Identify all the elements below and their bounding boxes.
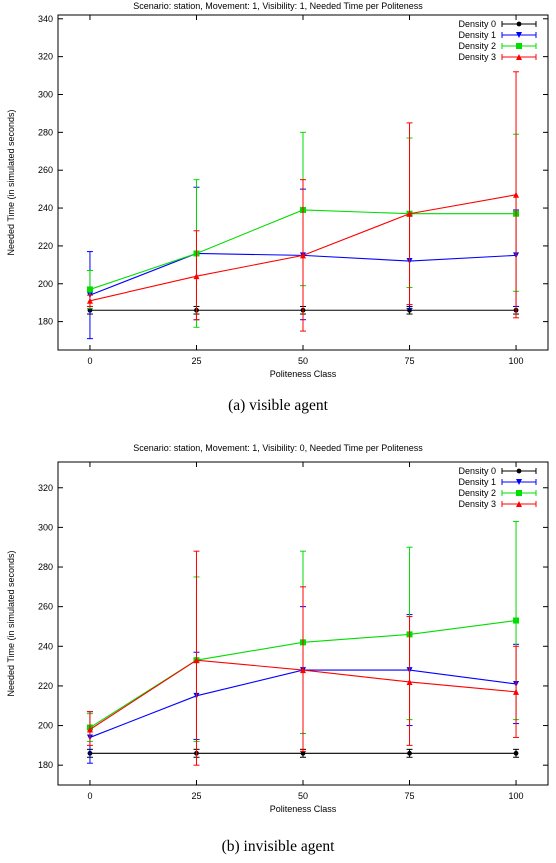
y-tick-label: 280 bbox=[38, 127, 53, 137]
data-point bbox=[513, 191, 520, 198]
y-tick-label: 240 bbox=[38, 641, 53, 651]
y-tick-label: 300 bbox=[38, 89, 53, 99]
legend-marker bbox=[516, 54, 522, 60]
y-axis-label: Needed Time (in simulated seconds) bbox=[6, 550, 16, 696]
x-tick-label: 75 bbox=[405, 356, 415, 366]
x-tick-label: 25 bbox=[191, 356, 201, 366]
data-point bbox=[407, 307, 412, 313]
data-point bbox=[406, 678, 413, 685]
x-tick-label: 25 bbox=[191, 791, 201, 801]
y-tick-label: 340 bbox=[38, 14, 53, 24]
x-axis-label: Politeness Class bbox=[270, 804, 337, 814]
y-tick-label: 200 bbox=[38, 721, 53, 731]
chart-title: Scenario: station, Movement: 1, Visibili… bbox=[133, 1, 423, 11]
x-tick-label: 0 bbox=[87, 356, 92, 366]
legend-label: Density 0 bbox=[458, 466, 496, 476]
data-point bbox=[513, 750, 519, 756]
y-tick-label: 300 bbox=[38, 522, 53, 532]
legend-marker bbox=[516, 501, 522, 507]
legend-label: Density 0 bbox=[458, 19, 496, 29]
data-point bbox=[513, 688, 520, 695]
x-tick-label: 100 bbox=[509, 791, 524, 801]
data-point bbox=[193, 657, 200, 664]
y-axis-label: Needed Time (in simulated seconds) bbox=[6, 109, 16, 255]
data-point bbox=[406, 210, 413, 217]
y-tick-label: 220 bbox=[38, 241, 53, 251]
x-tick-label: 50 bbox=[298, 791, 308, 801]
chart-plot: 180 200 220 240 260 280 300 320 340 0 25 50 75 100 Pol… bbox=[6, 14, 549, 379]
legend-label: Density 2 bbox=[458, 488, 496, 498]
data-point bbox=[513, 617, 520, 624]
y-tick-label: 280 bbox=[38, 562, 53, 572]
chart-panel-visible: Scenario: station, Movement: 1, Visibili… bbox=[6, 1, 549, 414]
data-point bbox=[300, 252, 306, 259]
x-axis-label: Politeness Class bbox=[270, 369, 337, 379]
data-point bbox=[300, 750, 306, 756]
y-tick-label: 320 bbox=[38, 483, 53, 493]
legend-label: Density 1 bbox=[458, 477, 496, 487]
legend-label: Density 2 bbox=[458, 41, 496, 51]
legend-label: Density 1 bbox=[458, 30, 496, 40]
figure-caption: (b) invisible agent bbox=[221, 838, 335, 855]
legend-marker bbox=[516, 479, 522, 485]
chart-plot: 180 200 220 240 260 280 300 320 0 25 50 75 100 Polite… bbox=[6, 461, 549, 814]
y-tick-label: 240 bbox=[38, 203, 53, 213]
data-point bbox=[300, 667, 306, 674]
x-tick-label: 100 bbox=[509, 356, 524, 366]
data-point bbox=[86, 297, 93, 304]
y-tick-label: 180 bbox=[38, 317, 53, 327]
y-tick-label: 200 bbox=[38, 279, 53, 289]
y-tick-label: 180 bbox=[38, 760, 53, 770]
legend-marker bbox=[516, 32, 522, 38]
data-point bbox=[86, 726, 93, 733]
legend-label: Density 3 bbox=[458, 52, 496, 62]
data-point bbox=[407, 750, 412, 756]
data-point bbox=[193, 273, 200, 280]
data-point bbox=[86, 286, 93, 293]
y-tick-label: 320 bbox=[38, 52, 53, 62]
legend-marker bbox=[516, 21, 522, 27]
y-tick-label: 260 bbox=[38, 165, 53, 175]
legend-label: Density 3 bbox=[458, 499, 496, 509]
figure-caption: (a) visible agent bbox=[228, 397, 328, 414]
x-tick-label: 0 bbox=[87, 791, 92, 801]
chart-panel-invisible: Scenario: station, Movement: 1, Visibili… bbox=[0, 432, 556, 863]
x-tick-label: 50 bbox=[298, 356, 308, 366]
x-tick-label: 75 bbox=[405, 791, 415, 801]
legend-marker bbox=[516, 490, 522, 496]
y-tick-label: 260 bbox=[38, 602, 53, 612]
legend-marker bbox=[516, 468, 522, 474]
chart-title: Scenario: station, Movement: 1, Visibili… bbox=[133, 443, 423, 453]
legend-marker bbox=[516, 43, 522, 49]
y-tick-label: 220 bbox=[38, 681, 53, 691]
